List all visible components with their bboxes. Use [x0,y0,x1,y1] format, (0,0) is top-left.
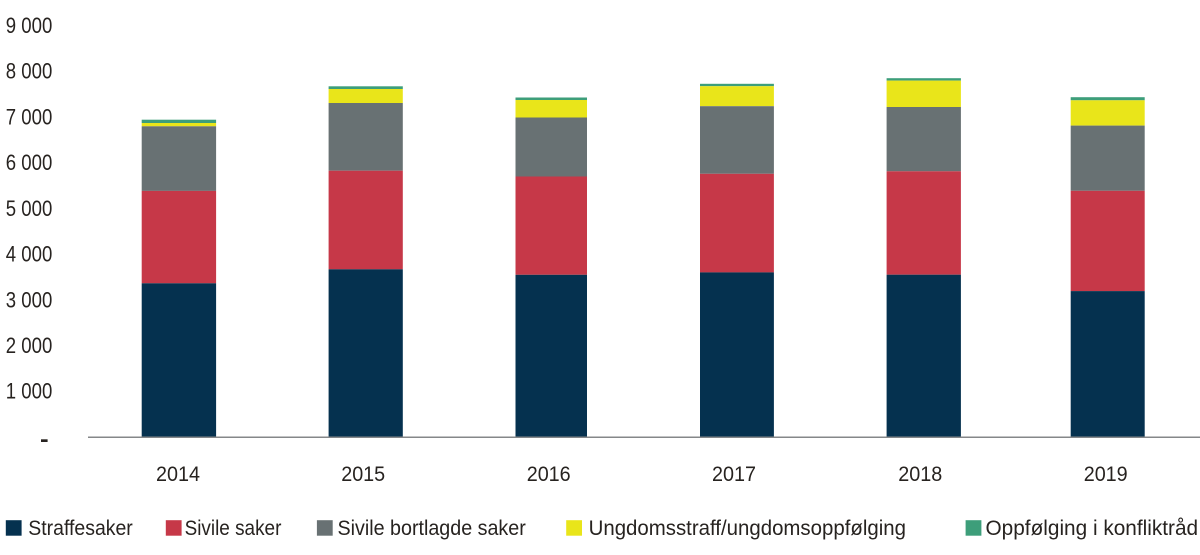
svg-text:6 000: 6 000 [6,150,53,175]
svg-text:2019: 2019 [1084,463,1128,486]
svg-text:2017: 2017 [712,463,756,486]
svg-text:4 000: 4 000 [6,242,53,267]
svg-text:2 000: 2 000 [6,333,53,358]
svg-text:1 000: 1 000 [6,379,53,404]
svg-text:Oppfølging i konfliktråd: Oppfølging i konfliktråd [986,517,1199,540]
svg-text:5 000: 5 000 [6,196,53,221]
svg-text:9 000: 9 000 [6,13,53,38]
svg-text:2018: 2018 [898,463,942,486]
svg-text:8 000: 8 000 [6,59,53,84]
svg-text:Sivile saker: Sivile saker [185,517,282,540]
svg-text:2015: 2015 [341,463,385,486]
svg-text:3 000: 3 000 [6,287,53,312]
svg-text:Sivile bortlagde saker: Sivile bortlagde saker [338,517,526,540]
svg-text:Ungdomsstraff/ungdomsoppfølgin: Ungdomsstraff/ungdomsoppfølging [589,517,906,540]
svg-text:2014: 2014 [156,463,200,486]
svg-text:2016: 2016 [527,463,571,486]
svg-text:Straffesaker: Straffesaker [28,517,133,540]
svg-text:7 000: 7 000 [6,104,53,129]
